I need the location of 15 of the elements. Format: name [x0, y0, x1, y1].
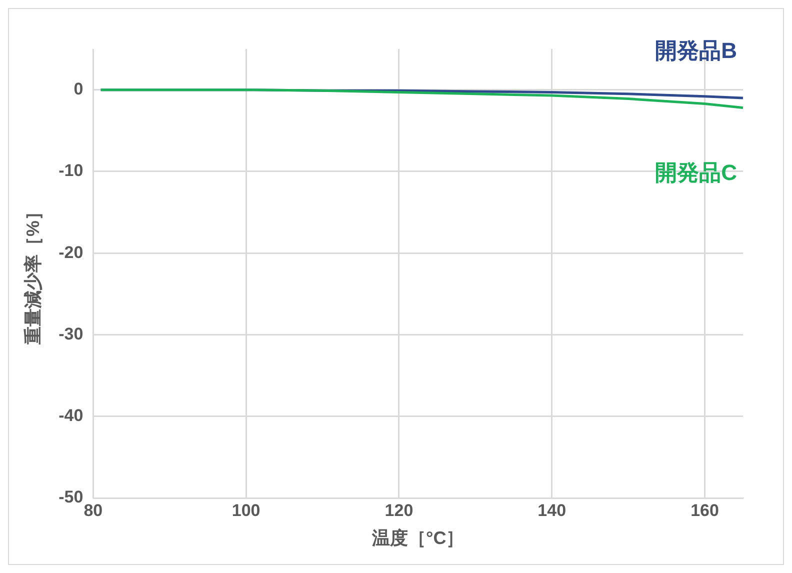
x-tick-label: 120 [384, 500, 414, 520]
y-tick-label: 0 [74, 80, 84, 99]
x-axis-title: 温度［°C］ [370, 528, 464, 548]
text: 開発品C [655, 160, 738, 185]
y-tick-label: -20 [58, 242, 84, 262]
x-tick-label: 100 [232, 500, 260, 520]
y-axis-title: 重量減少率［%］ [22, 202, 43, 346]
series-label: 開発品B [655, 38, 737, 64]
y-tick-label: -30 [58, 324, 84, 344]
x-tick-label: 160 [690, 500, 719, 520]
y-tick-label: -10 [58, 161, 84, 180]
x-tick-label: 80 [84, 500, 103, 520]
y-tick-label: -50 [58, 488, 84, 507]
x-tick-label: 140 [538, 500, 566, 520]
y-tick-label: -40 [58, 406, 84, 426]
